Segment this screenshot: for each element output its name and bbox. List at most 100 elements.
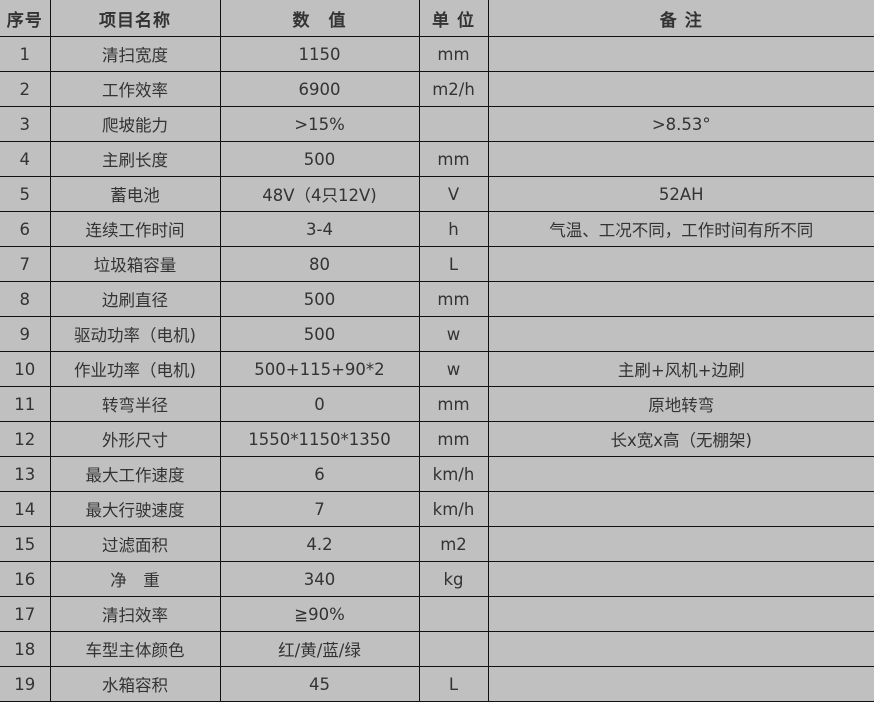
table-row: 6 连续工作时间 3-4 h 气温、工况不同，工作时间有所不同 bbox=[0, 211, 874, 247]
cell-value: 3-4 bbox=[219, 211, 420, 247]
cell-value: 1150 bbox=[219, 36, 420, 72]
cell-remark bbox=[487, 456, 874, 492]
header-remark: 备 注 bbox=[487, 0, 874, 37]
cell-unit bbox=[418, 106, 489, 142]
cell-item-name: 垃圾箱容量 bbox=[49, 246, 221, 282]
cell-unit: L bbox=[418, 246, 489, 282]
cell-item-name: 转弯半径 bbox=[49, 386, 221, 422]
cell-item-name: 最大工作速度 bbox=[49, 456, 221, 492]
table-row: 15 过滤面积 4.2 m2 bbox=[0, 526, 874, 562]
cell-value: 6900 bbox=[219, 71, 420, 107]
header-value: 数 值 bbox=[219, 0, 420, 37]
cell-index: 12 bbox=[0, 421, 51, 457]
table-row: 11 转弯半径 0 mm 原地转弯 bbox=[0, 386, 874, 422]
cell-value: 6 bbox=[219, 456, 420, 492]
cell-item-name: 最大行驶速度 bbox=[49, 491, 221, 527]
cell-item-name: 外形尺寸 bbox=[49, 421, 221, 457]
table-row: 5 蓄电池 48V（4只12V) V 52AH bbox=[0, 176, 874, 212]
cell-value: ≧90% bbox=[219, 596, 420, 632]
cell-index: 6 bbox=[0, 211, 51, 247]
cell-remark bbox=[487, 561, 874, 597]
cell-item-name: 工作效率 bbox=[49, 71, 221, 107]
cell-item-name: 清扫效率 bbox=[49, 596, 221, 632]
table-row: 4 主刷长度 500 mm bbox=[0, 141, 874, 177]
cell-item-name: 过滤面积 bbox=[49, 526, 221, 562]
cell-remark: 主刷+风机+边刷 bbox=[487, 351, 874, 387]
cell-item-name: 作业功率（电机) bbox=[49, 351, 221, 387]
cell-value: 7 bbox=[219, 491, 420, 527]
header-row: 序号 项目名称数 值单 位备 注 bbox=[0, 0, 874, 37]
header-index: 序号 bbox=[0, 0, 51, 37]
table-row: 10 作业功率（电机) 500+115+90*2 w 主刷+风机+边刷 bbox=[0, 351, 874, 387]
table-row: 3 爬坡能力 >15% >8.53° bbox=[0, 106, 874, 142]
cell-index: 11 bbox=[0, 386, 51, 422]
cell-item-name: 清扫宽度 bbox=[49, 36, 221, 72]
table-row: 19 水箱容积 45 L bbox=[0, 666, 874, 702]
cell-unit: kg bbox=[418, 561, 489, 597]
cell-index: 8 bbox=[0, 281, 51, 317]
cell-unit: km/h bbox=[418, 491, 489, 527]
cell-unit: mm bbox=[418, 141, 489, 177]
cell-item-name: 水箱容积 bbox=[49, 666, 221, 702]
cell-unit: mm bbox=[418, 281, 489, 317]
cell-index: 4 bbox=[0, 141, 51, 177]
cell-value: 红/黄/蓝/绿 bbox=[219, 631, 420, 667]
cell-item-name: 蓄电池 bbox=[49, 176, 221, 212]
cell-value: >15% bbox=[219, 106, 420, 142]
cell-unit: L bbox=[418, 666, 489, 702]
cell-item-name: 车型主体颜色 bbox=[49, 631, 221, 667]
cell-index: 17 bbox=[0, 596, 51, 632]
cell-value: 500 bbox=[219, 316, 420, 352]
table-row: 9 驱动功率（电机) 500 w bbox=[0, 316, 874, 352]
table-row: 1 清扫宽度 1150 mm bbox=[0, 36, 874, 72]
table-row: 17 清扫效率 ≧90% bbox=[0, 596, 874, 632]
cell-remark bbox=[487, 596, 874, 632]
cell-item-name: 净 重 bbox=[49, 561, 221, 597]
cell-remark bbox=[487, 141, 874, 177]
cell-index: 3 bbox=[0, 106, 51, 142]
cell-remark: 长x宽x高（无棚架) bbox=[487, 421, 874, 457]
cell-unit: h bbox=[418, 211, 489, 247]
cell-item-name: 爬坡能力 bbox=[49, 106, 221, 142]
cell-item-name: 连续工作时间 bbox=[49, 211, 221, 247]
cell-index: 13 bbox=[0, 456, 51, 492]
table-row: 2 工作效率 6900 m2/h bbox=[0, 71, 874, 107]
cell-remark bbox=[487, 281, 874, 317]
cell-index: 10 bbox=[0, 351, 51, 387]
cell-remark bbox=[487, 526, 874, 562]
cell-remark bbox=[487, 316, 874, 352]
cell-unit: V bbox=[418, 176, 489, 212]
cell-index: 15 bbox=[0, 526, 51, 562]
cell-value: 0 bbox=[219, 386, 420, 422]
cell-value: 1550*1150*1350 bbox=[219, 421, 420, 457]
cell-value: 500+115+90*2 bbox=[219, 351, 420, 387]
cell-value: 45 bbox=[219, 666, 420, 702]
cell-remark: 气温、工况不同，工作时间有所不同 bbox=[487, 211, 874, 247]
cell-remark: >8.53° bbox=[487, 106, 874, 142]
cell-index: 9 bbox=[0, 316, 51, 352]
table-row: 8 边刷直径 500 mm bbox=[0, 281, 874, 317]
cell-index: 2 bbox=[0, 71, 51, 107]
table-row: 16 净 重 340 kg bbox=[0, 561, 874, 597]
cell-value: 500 bbox=[219, 281, 420, 317]
cell-value: 500 bbox=[219, 141, 420, 177]
cell-remark bbox=[487, 246, 874, 282]
cell-item-name: 驱动功率（电机) bbox=[49, 316, 221, 352]
cell-unit: m2 bbox=[418, 526, 489, 562]
cell-unit: m2/h bbox=[418, 71, 489, 107]
table-row: 12 外形尺寸 1550*1150*1350 mm 长x宽x高（无棚架) bbox=[0, 421, 874, 457]
cell-value: 340 bbox=[219, 561, 420, 597]
cell-index: 19 bbox=[0, 666, 51, 702]
cell-unit: km/h bbox=[418, 456, 489, 492]
cell-index: 7 bbox=[0, 246, 51, 282]
cell-remark: 原地转弯 bbox=[487, 386, 874, 422]
cell-unit bbox=[418, 631, 489, 667]
cell-index: 1 bbox=[0, 36, 51, 72]
cell-remark bbox=[487, 71, 874, 107]
cell-remark bbox=[487, 631, 874, 667]
table-row: 7 垃圾箱容量 80 L bbox=[0, 246, 874, 282]
table-row: 13 最大工作速度 6 km/h bbox=[0, 456, 874, 492]
table-row: 14 最大行驶速度 7 km/h bbox=[0, 491, 874, 527]
cell-unit: mm bbox=[418, 386, 489, 422]
